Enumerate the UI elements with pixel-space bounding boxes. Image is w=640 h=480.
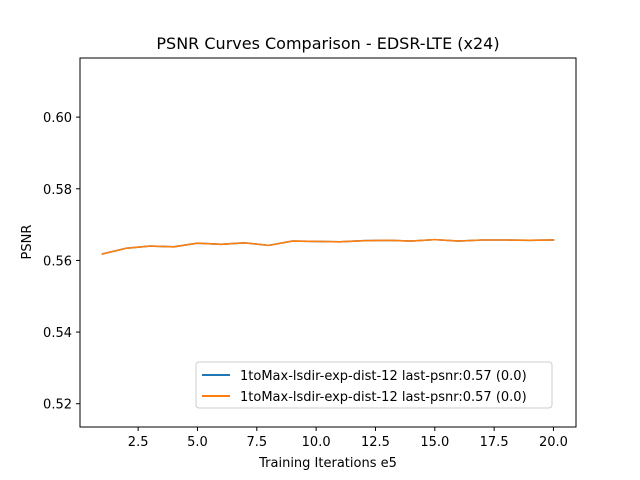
legend: 1toMax-lsdir-exp-dist-12 last-psnr:0.57 …: [195, 361, 553, 409]
x-axis-label: Training Iterations e5: [258, 456, 397, 471]
x-tick-label: 10.0: [302, 435, 331, 450]
y-tick-label: 0.54: [43, 326, 72, 341]
x-tick-label: 17.5: [480, 435, 509, 450]
legend-label-series-2: 1toMax-lsdir-exp-dist-12 last-psnr:0.57 …: [240, 390, 527, 405]
series-layer: [101, 238, 555, 255]
x-tick-label: 5.0: [187, 435, 208, 450]
x-tick-label: 12.5: [361, 435, 390, 450]
legend-label-series-1: 1toMax-lsdir-exp-dist-12 last-psnr:0.57 …: [240, 369, 527, 384]
chart-title: PSNR Curves Comparison - EDSR-LTE (x24): [156, 34, 499, 53]
y-axis-ticks: 0.52 0.54 0.56 0.58 0.60: [43, 111, 80, 413]
series-line-2: [101, 238, 555, 255]
x-tick-label: 20.0: [539, 435, 568, 450]
y-axis-label: PSNR: [20, 225, 35, 260]
y-tick-label: 0.52: [43, 398, 72, 413]
legend-box: [195, 361, 553, 409]
y-tick-label: 0.58: [43, 183, 72, 198]
plot-frame: [79, 57, 577, 428]
x-axis-ticks: 2.5 5.0 7.5 10.0 12.5 15.0 17.5 20.0: [128, 427, 568, 450]
x-tick-label: 2.5: [128, 435, 149, 450]
y-tick-label: 0.56: [43, 254, 72, 269]
x-tick-label: 15.0: [420, 435, 449, 450]
y-tick-label: 0.60: [43, 111, 72, 126]
x-tick-label: 7.5: [246, 435, 267, 450]
